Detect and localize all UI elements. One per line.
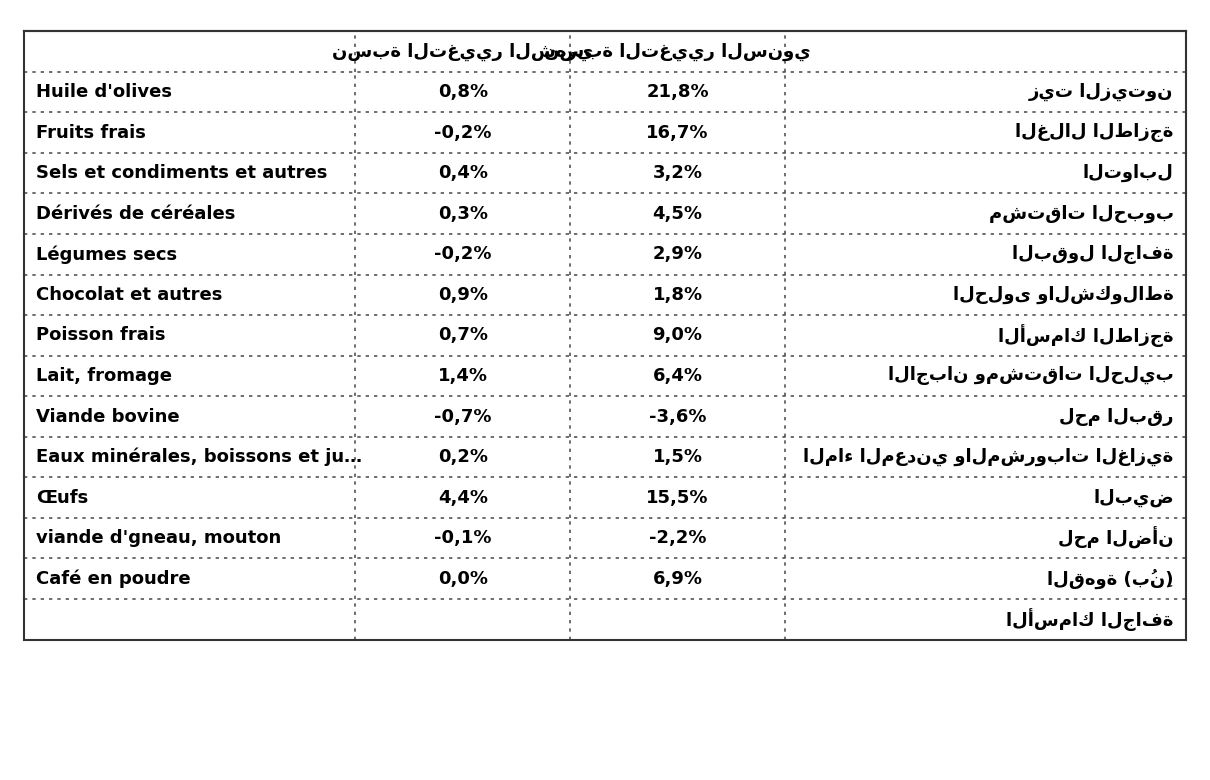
- Text: الماء المعدني والمشروبات الغازية: الماء المعدني والمشروبات الغازية: [803, 448, 1174, 466]
- Text: نسبة التغيير الشهري: نسبة التغيير الشهري: [332, 42, 593, 61]
- Text: البيض: البيض: [1093, 488, 1174, 507]
- Text: الأسماك الطازجة: الأسماك الطازجة: [998, 324, 1174, 347]
- Text: 15,5%: 15,5%: [646, 488, 709, 507]
- Text: Lait, fromage: Lait, fromage: [36, 367, 172, 385]
- Text: 0,8%: 0,8%: [438, 83, 488, 101]
- Text: 0,9%: 0,9%: [438, 285, 488, 304]
- Text: زيت الزيتون: زيت الزيتون: [1030, 83, 1174, 101]
- Text: Chocolat et autres: Chocolat et autres: [36, 285, 223, 304]
- Text: -0,1%: -0,1%: [434, 529, 491, 548]
- Text: Fruits frais: Fruits frais: [36, 123, 146, 142]
- Text: 1,8%: 1,8%: [652, 285, 703, 304]
- Text: لحم الضأن: لحم الضأن: [1058, 527, 1174, 549]
- Text: -0,2%: -0,2%: [434, 245, 491, 264]
- Text: Œufs: Œufs: [36, 488, 88, 507]
- Text: -2,2%: -2,2%: [649, 529, 707, 548]
- Text: 0,3%: 0,3%: [438, 204, 488, 223]
- Text: -0,2%: -0,2%: [434, 123, 491, 142]
- Text: Sels et condiments et autres: Sels et condiments et autres: [36, 164, 328, 183]
- Text: 6,9%: 6,9%: [652, 569, 703, 588]
- Text: لحم البقر: لحم البقر: [1059, 407, 1174, 426]
- Text: الغلال الطازجة: الغلال الطازجة: [1015, 123, 1174, 142]
- Text: Dérivés de céréales: Dérivés de céréales: [36, 204, 236, 223]
- Text: 4,5%: 4,5%: [652, 204, 703, 223]
- Text: مشتقات الحبوب: مشتقات الحبوب: [989, 204, 1174, 223]
- Text: الاجبان ومشتقات الحليب: الاجبان ومشتقات الحليب: [888, 367, 1174, 385]
- Text: 16,7%: 16,7%: [646, 123, 709, 142]
- Text: Huile d'olives: Huile d'olives: [36, 83, 172, 101]
- Text: القهوة (بُنِ): القهوة (بُنِ): [1047, 569, 1174, 589]
- Text: 2,9%: 2,9%: [652, 245, 703, 264]
- Text: 4,4%: 4,4%: [438, 488, 488, 507]
- Text: Eaux minérales, boissons et ju…: Eaux minérales, boissons et ju…: [36, 448, 362, 466]
- Text: -3,6%: -3,6%: [649, 407, 707, 426]
- Text: نسبة التغيير السنوي: نسبة التغيير السنوي: [544, 42, 811, 61]
- Text: 0,7%: 0,7%: [438, 326, 488, 345]
- Text: التوابل: التوابل: [1083, 164, 1174, 183]
- Text: 1,5%: 1,5%: [652, 448, 703, 466]
- Text: 0,0%: 0,0%: [438, 569, 488, 588]
- Text: Café en poudre: Café en poudre: [36, 569, 191, 588]
- Text: 1,4%: 1,4%: [438, 367, 488, 385]
- Text: 21,8%: 21,8%: [646, 83, 709, 101]
- Text: viande d'gneau, mouton: viande d'gneau, mouton: [36, 529, 282, 548]
- Text: 3,2%: 3,2%: [652, 164, 703, 183]
- Text: 0,4%: 0,4%: [438, 164, 488, 183]
- Text: 6,4%: 6,4%: [652, 367, 703, 385]
- Text: الحلوى والشكولاطة: الحلوى والشكولاطة: [953, 285, 1174, 304]
- Text: Viande bovine: Viande bovine: [36, 407, 180, 426]
- Text: Légumes secs: Légumes secs: [36, 245, 178, 264]
- Text: Poisson frais: Poisson frais: [36, 326, 166, 345]
- Text: 0,2%: 0,2%: [438, 448, 488, 466]
- Text: -0,7%: -0,7%: [434, 407, 491, 426]
- Text: البقول الجافة: البقول الجافة: [1013, 245, 1174, 264]
- Text: الأسماك الجافة: الأسماك الجافة: [1007, 608, 1174, 631]
- Text: 9,0%: 9,0%: [652, 326, 703, 345]
